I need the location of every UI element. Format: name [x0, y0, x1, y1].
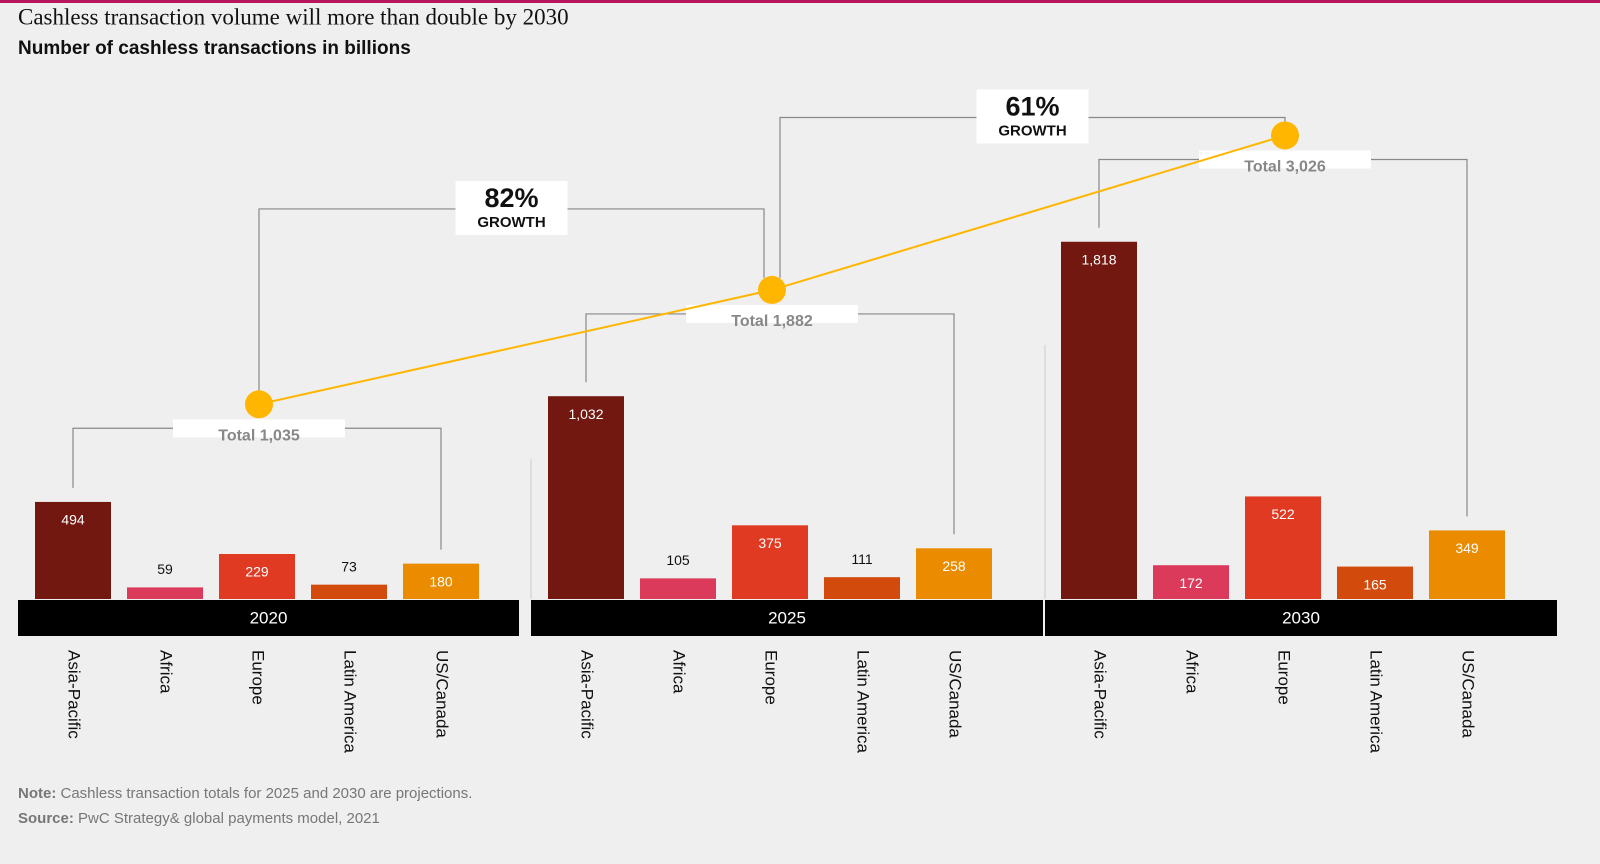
note-text: Cashless transaction totals for 2025 and… — [61, 785, 473, 802]
x-tick-label: US/Canada — [1459, 650, 1478, 738]
total-label-box — [1199, 150, 1371, 169]
growth-value: 82% — [484, 183, 538, 213]
x-tick-label: Latin America — [1367, 650, 1386, 754]
value-label: 172 — [1179, 575, 1203, 591]
note-label: Note: — [18, 785, 56, 802]
bar — [1245, 496, 1321, 599]
bar — [403, 563, 479, 599]
value-label: 73 — [341, 558, 357, 574]
growth-box — [455, 180, 568, 235]
x-tick-label: Latin America — [854, 650, 873, 754]
value-label: 375 — [758, 535, 782, 551]
growth-box — [976, 89, 1089, 144]
bar — [127, 587, 203, 599]
growth-bracket — [258, 208, 765, 393]
value-label: 522 — [1271, 506, 1295, 522]
group-band — [531, 600, 1043, 636]
total-bracket — [72, 427, 442, 550]
bar — [35, 501, 111, 599]
total-label: Total 1,882 — [731, 313, 813, 330]
value-label: 111 — [851, 551, 872, 567]
total-label: Total 1,035 — [218, 427, 300, 444]
x-tick-label: Europe — [1275, 650, 1294, 705]
value-label: 229 — [245, 564, 269, 580]
bar — [1429, 530, 1505, 599]
x-tick-label: Asia-Pacific — [578, 650, 597, 739]
group-band — [18, 600, 519, 636]
group-band — [1045, 600, 1557, 636]
bar — [1061, 241, 1137, 599]
note: Note: Cashless transaction totals for 20… — [18, 785, 472, 802]
value-label: 349 — [1455, 540, 1479, 556]
top-rule — [0, 0, 1600, 3]
bar — [916, 548, 992, 599]
total-bracket — [585, 313, 955, 535]
value-label: 105 — [666, 552, 690, 568]
growth-text: GROWTH — [477, 214, 545, 231]
growth-text: GROWTH — [998, 122, 1066, 139]
bar — [732, 525, 808, 599]
x-tick-label: Africa — [1183, 650, 1202, 694]
bar — [824, 577, 900, 599]
x-tick-label: US/Canada — [946, 650, 965, 738]
value-label: 1,032 — [568, 406, 603, 422]
x-tick-label: Europe — [249, 650, 268, 705]
total-point — [1271, 121, 1299, 150]
x-tick-label: Europe — [762, 650, 781, 705]
group-label: 2030 — [1282, 608, 1320, 627]
bar — [640, 578, 716, 599]
total-label-box — [173, 419, 345, 438]
source: Source: PwC Strategy& global payments mo… — [18, 810, 380, 827]
group-label: 2025 — [768, 608, 806, 627]
total-point — [245, 390, 273, 419]
total-point — [758, 275, 786, 304]
x-tick-label: Asia-Pacific — [1091, 650, 1110, 739]
source-label: Source: — [18, 810, 74, 827]
bar — [1337, 566, 1413, 599]
value-label: 494 — [61, 512, 85, 528]
source-text: PwC Strategy& global payments model, 202… — [78, 810, 380, 827]
x-tick-label: Asia-Pacific — [65, 650, 84, 739]
value-label: 165 — [1363, 576, 1387, 592]
bar — [1153, 565, 1229, 599]
x-tick-label: Africa — [157, 650, 176, 694]
total-label-box — [686, 304, 858, 323]
bar — [311, 584, 387, 599]
bar — [548, 396, 624, 599]
x-tick-label: Latin America — [341, 650, 360, 754]
bar — [219, 554, 295, 599]
total-label: Total 3,026 — [1244, 159, 1326, 176]
value-label: 1,818 — [1081, 251, 1116, 267]
group-label: 2020 — [250, 608, 288, 627]
x-tick-label: Africa — [670, 650, 689, 694]
chart-title: Cashless transaction volume will more th… — [18, 4, 569, 29]
total-bracket — [1098, 158, 1468, 517]
value-label: 59 — [157, 561, 173, 577]
value-label: 180 — [429, 573, 453, 589]
chart-subtitle: Number of cashless transactions in billi… — [18, 38, 411, 59]
growth-value: 61% — [1005, 92, 1059, 122]
value-label: 258 — [942, 558, 966, 574]
x-tick-label: US/Canada — [433, 650, 452, 738]
